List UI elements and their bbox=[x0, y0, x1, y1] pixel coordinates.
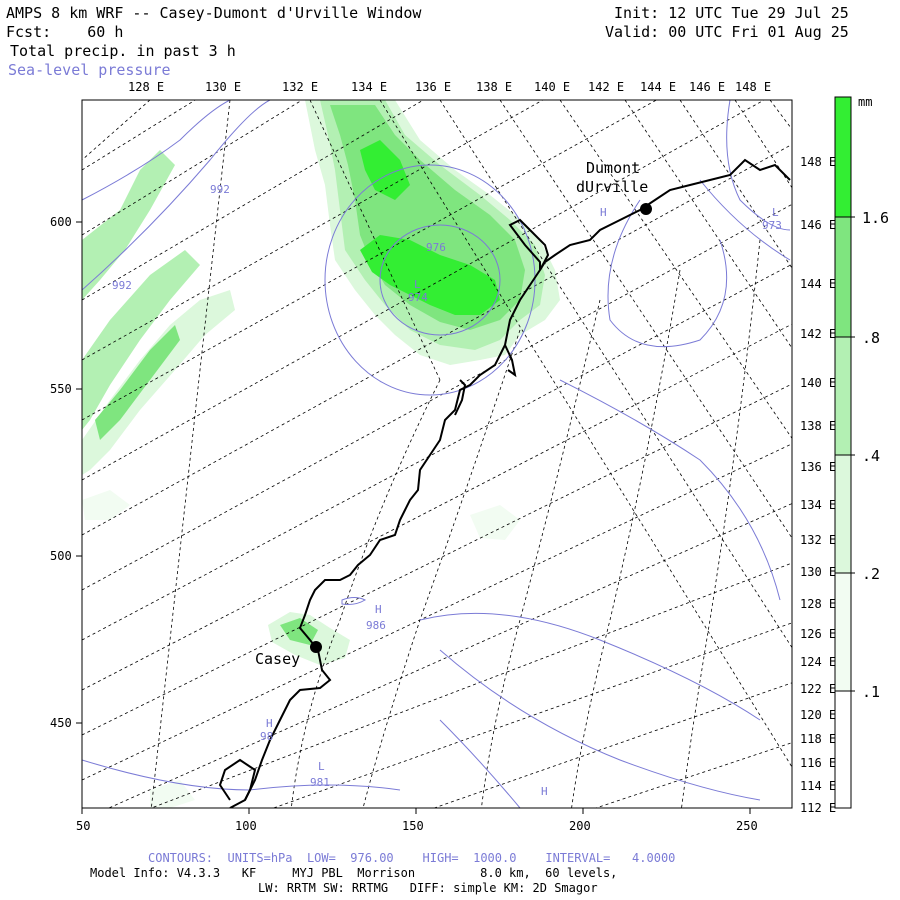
lon-label: 138 E bbox=[800, 419, 836, 433]
top-longitude-labels: 128 E 130 E 132 E 134 E 136 E 138 E 140 … bbox=[128, 80, 771, 94]
colorbar-label: .2 bbox=[862, 565, 880, 583]
station-casey: Casey bbox=[255, 641, 322, 668]
lon-label: 124 E bbox=[800, 655, 836, 669]
valid-time: Valid: 00 UTC Fri 01 Aug 25 bbox=[605, 23, 849, 41]
overlay-name: Sea-level pressure bbox=[8, 61, 171, 79]
pressure-label: 986 bbox=[366, 619, 386, 632]
lon-label: 120 E bbox=[800, 708, 836, 722]
x-axis-labels: 50 100 150 200 250 bbox=[76, 819, 758, 833]
plot-frame bbox=[81, 99, 793, 809]
x-tick-label: 150 bbox=[402, 819, 424, 833]
station-marker bbox=[310, 641, 322, 653]
lon-label: 130 E bbox=[800, 565, 836, 579]
pressure-label: 98 bbox=[260, 730, 273, 743]
lon-label: 148 E bbox=[800, 155, 836, 169]
pressure-label: 976 bbox=[426, 241, 446, 254]
x-tick-label: 100 bbox=[235, 819, 257, 833]
station-label: Dumont bbox=[586, 159, 640, 177]
pressure-contours bbox=[82, 100, 791, 808]
physics-info: LW: RRTM SW: RRTMG DIFF: simple KM: 2D S… bbox=[258, 881, 598, 895]
station-label: dUrville bbox=[576, 178, 648, 196]
lon-label: 134 E bbox=[800, 498, 836, 512]
pressure-labels: 992 992 976 974 L H 973 L 986 H 981 L 98… bbox=[112, 183, 782, 798]
x-tick-label: 50 bbox=[76, 819, 90, 833]
colorbar-label: 1.6 bbox=[862, 209, 889, 227]
field-name: Total precip. in past 3 h bbox=[10, 42, 236, 60]
lon-label: 146 E bbox=[689, 80, 725, 94]
lat-lon-grid bbox=[82, 100, 792, 808]
low-marker: L bbox=[318, 760, 325, 773]
colorbar-segment bbox=[835, 217, 851, 337]
lon-label: 130 E bbox=[205, 80, 241, 94]
coastline bbox=[218, 158, 791, 808]
lon-label: 128 E bbox=[800, 597, 836, 611]
colorbar-segment bbox=[835, 573, 851, 691]
pressure-label: 974 bbox=[408, 291, 428, 304]
high-marker: H bbox=[266, 717, 273, 730]
lon-label: 140 E bbox=[800, 376, 836, 390]
station-dumont-durville: Dumont dUrville bbox=[576, 159, 652, 215]
high-marker: H bbox=[600, 206, 607, 219]
pressure-label: 973 bbox=[762, 219, 782, 232]
lon-label: 114 E bbox=[800, 779, 836, 793]
colorbar-unit: mm bbox=[858, 95, 872, 109]
x-tick-label: 250 bbox=[736, 819, 758, 833]
model-info: Model Info: V4.3.3 KF MYJ PBL Morrison 8… bbox=[90, 866, 618, 880]
colorbar-segment bbox=[835, 97, 851, 217]
y-tick-label: 450 bbox=[50, 716, 72, 730]
y-tick-label: 600 bbox=[50, 215, 72, 229]
lon-label: 112 E bbox=[800, 801, 836, 815]
lon-label: 116 E bbox=[800, 756, 836, 770]
forecast-label: Fcst: bbox=[6, 23, 52, 41]
forecast-hour: Fcst: 60 h bbox=[6, 24, 123, 41]
lon-label: 138 E bbox=[476, 80, 512, 94]
right-longitude-labels: 148 E 146 E 144 E 142 E 140 E 138 E 136 … bbox=[800, 155, 836, 815]
lon-label: 136 E bbox=[415, 80, 451, 94]
pressure-label: 981 bbox=[310, 776, 330, 789]
lon-label: 142 E bbox=[800, 327, 836, 341]
map-plot-area bbox=[82, 100, 792, 808]
lon-label: 126 E bbox=[800, 627, 836, 641]
colorbar-segment bbox=[835, 691, 851, 808]
lon-label: 136 E bbox=[800, 460, 836, 474]
lon-label: 134 E bbox=[351, 80, 387, 94]
lon-label: 140 E bbox=[534, 80, 570, 94]
low-marker: L bbox=[772, 206, 779, 219]
forecast-value: 60 h bbox=[87, 23, 124, 41]
lon-label: 132 E bbox=[282, 80, 318, 94]
high-marker: H bbox=[541, 785, 548, 798]
lon-label: 144 E bbox=[800, 277, 836, 291]
map-title: AMPS 8 km WRF -- Casey-Dumont d'Urville … bbox=[6, 4, 422, 22]
lon-label: 118 E bbox=[800, 732, 836, 746]
lon-label: 146 E bbox=[800, 218, 836, 232]
high-marker: H bbox=[375, 603, 382, 616]
lon-label: 142 E bbox=[588, 80, 624, 94]
lon-label: 122 E bbox=[800, 682, 836, 696]
y-tick-label: 550 bbox=[50, 382, 72, 396]
colorbar-segment bbox=[835, 337, 851, 455]
station-label: Casey bbox=[255, 650, 300, 668]
pressure-label: 992 bbox=[210, 183, 230, 196]
colorbar-segment bbox=[835, 455, 851, 573]
init-time: Init: 12 UTC Tue 29 Jul 25 bbox=[614, 4, 849, 22]
colorbar: mm 1.6 .8 .4 .2 .1 bbox=[834, 95, 889, 809]
low-marker: L bbox=[414, 278, 421, 291]
contours-info: CONTOURS: UNITS=hPa LOW= 976.00 HIGH= 10… bbox=[148, 851, 676, 865]
x-axis-ticks bbox=[81, 808, 751, 814]
colorbar-label: .8 bbox=[862, 329, 880, 347]
colorbar-label: .1 bbox=[862, 683, 880, 701]
x-tick-label: 200 bbox=[569, 819, 591, 833]
y-axis-labels: 600 550 500 450 bbox=[50, 215, 72, 730]
pressure-label: 992 bbox=[112, 279, 132, 292]
station-marker bbox=[640, 203, 652, 215]
lon-label: 148 E bbox=[735, 80, 771, 94]
lon-label: 132 E bbox=[800, 533, 836, 547]
y-axis-ticks bbox=[76, 221, 82, 724]
precip-shading bbox=[82, 100, 560, 808]
lon-label: 128 E bbox=[128, 80, 164, 94]
lon-label: 144 E bbox=[640, 80, 676, 94]
y-tick-label: 500 bbox=[50, 549, 72, 563]
colorbar-label: .4 bbox=[862, 447, 880, 465]
